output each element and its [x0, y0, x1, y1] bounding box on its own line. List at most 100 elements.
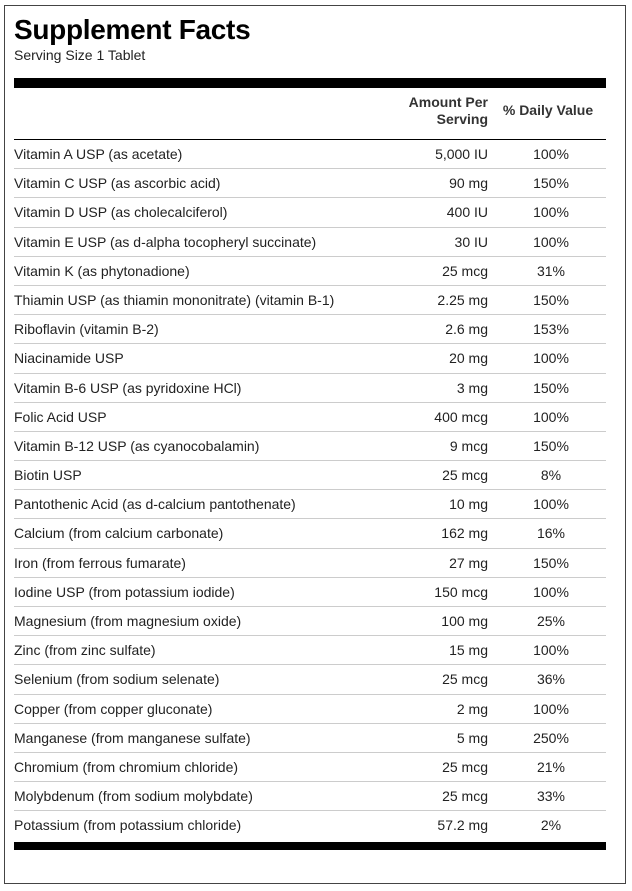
- table-row: Vitamin B-12 USP (as cyanocobalamin) 9 mc…: [14, 432, 606, 462]
- nutrient-name: Zinc (from zinc sulfate): [14, 642, 156, 659]
- table-row: Zinc (from zinc sulfate) 15 mg 100%: [14, 636, 606, 666]
- nutrient-amount: 5 mg: [456, 729, 488, 746]
- nutrient-name: Vitamin D USP (as cholecalciferol): [14, 204, 228, 221]
- nutrient-daily-value: 150%: [533, 175, 569, 192]
- nutrient-name: Vitamin C USP (as ascorbic acid): [14, 175, 221, 192]
- nutrient-daily-value: 150%: [533, 291, 569, 308]
- table-row: Biotin USP 25 mcg 8%: [14, 461, 606, 491]
- supplement-facts-panel: [4, 5, 626, 884]
- nutrient-daily-value: 2%: [540, 817, 562, 834]
- nutrient-name: Thiamin USP (as thiamin mononitrate) (vi…: [14, 291, 335, 308]
- nutrient-amount: 57.2 mg: [437, 817, 488, 834]
- nutrient-amount: 2.6 mg: [445, 321, 488, 338]
- nutrient-amount: 100 mg: [441, 613, 488, 629]
- nutrient-name: Vitamin B-6 USP (as pyridoxine HCl): [14, 379, 242, 396]
- table-row: Chromium (from chromium chloride) 25 mcg 2…: [14, 753, 606, 783]
- nutrient-daily-value: 100%: [533, 146, 569, 162]
- table-row: Vitamin E USP (as d-alpha tocopheryl suc…: [14, 228, 606, 257]
- nutrient-name: Pantothenic Acid (as d-calcium pantothen…: [14, 496, 296, 513]
- nutrient-name: Biotin USP: [14, 467, 82, 484]
- nutrient-daily-value: 100%: [533, 350, 569, 367]
- nutrient-amount: 10 mg: [449, 496, 488, 513]
- nutrient-name: Iron (from ferrous fumarate): [14, 554, 186, 571]
- nutrient-name: Potassium (from potassium chloride): [14, 817, 242, 834]
- panel-title: Supplement Facts: [14, 14, 251, 45]
- nutrient-name: Molybdenum (from sodium molybdate): [14, 788, 253, 805]
- nutrient-daily-value: 36%: [536, 671, 566, 688]
- table-row: Pantothenic Acid (as d-calcium pantothen…: [14, 490, 606, 520]
- nutrient-daily-value: 31%: [536, 262, 566, 279]
- nutrient-name: Selenium (from sodium selenate): [14, 671, 220, 688]
- bottom-divider-bar: [14, 842, 606, 850]
- nutrient-amount: 27 mg: [449, 554, 488, 571]
- nutrient-name: Vitamin E USP (as d-alpha tocopheryl suc…: [14, 233, 317, 250]
- table-row: Copper (from copper gluconate) 2 mg 100%: [14, 695, 606, 724]
- table-row: Riboflavin (vitamin B-2) 2.6 mg 153%: [14, 315, 606, 345]
- nutrient-amount: 25 mcg: [442, 262, 488, 279]
- nutrient-daily-value: 100%: [533, 408, 569, 425]
- nutrient-daily-value: 100%: [533, 233, 569, 250]
- table-row: Iodine USP (from potassium iodide) 150 mc…: [14, 578, 606, 607]
- table-row: Selenium (from sodium selenate) 25 mcg 36%: [14, 665, 606, 695]
- nutrient-daily-value: 150%: [533, 437, 569, 454]
- nutrient-name: Vitamin K (as phytonadione): [14, 262, 190, 279]
- nutrient-amount: 30 IU: [454, 233, 488, 250]
- serving-size: Serving Size 1 Tablet: [14, 47, 146, 63]
- nutrient-daily-value: 100%: [533, 700, 569, 717]
- top-divider-bar: [14, 78, 606, 88]
- nutrient-daily-value: 100%: [533, 642, 569, 659]
- table-row: Vitamin C USP (as ascorbic acid) 90 mg 150…: [14, 169, 606, 199]
- amount-per-serving-header: Amount Per Serving: [380, 94, 488, 128]
- nutrient-daily-value: 8%: [540, 467, 562, 484]
- table-row: Vitamin D USP (as cholecalciferol) 400 IU…: [14, 198, 606, 228]
- table-row: Vitamin A USP (as acetate) 5,000 IU 100%: [14, 140, 606, 170]
- nutrient-amount: 400 mcg: [434, 408, 488, 425]
- nutrient-name: Vitamin A USP (as acetate): [14, 146, 183, 162]
- table-row: Iron (from ferrous fumarate) 27 mg 150%: [14, 549, 606, 578]
- table-row: Folic Acid USP 400 mcg 100%: [14, 403, 606, 432]
- nutrient-table: Vitamin A USP (as acetate) 5,000 IU 100% Vi…: [14, 140, 606, 841]
- amount-header-line-1: Amount Per: [408, 94, 488, 110]
- nutrient-amount: 25 mcg: [442, 467, 488, 484]
- table-row: Potassium (from potassium chloride) 57.2 …: [14, 811, 606, 840]
- nutrient-daily-value: 100%: [533, 583, 569, 600]
- nutrient-amount: 15 mg: [449, 642, 488, 659]
- nutrient-amount: 9 mcg: [449, 437, 488, 454]
- nutrient-amount: 400 IU: [446, 204, 488, 221]
- nutrient-name: Magnesium (from magnesium oxide): [14, 613, 242, 629]
- table-row: Vitamin B-6 USP (as pyridoxine HCl) 3 mg 1…: [14, 374, 606, 403]
- nutrient-name: Calcium (from calcium carbonate): [14, 525, 224, 542]
- nutrient-name: Iodine USP (from potassium iodide): [14, 583, 235, 600]
- nutrient-daily-value: 21%: [536, 758, 566, 775]
- nutrient-daily-value: 150%: [533, 554, 569, 571]
- header-divider: [14, 139, 606, 140]
- nutrient-daily-value: 250%: [533, 729, 569, 746]
- table-row: Vitamin K (as phytonadione) 25 mcg 31%: [14, 257, 606, 286]
- daily-value-header: % Daily Value: [502, 102, 594, 118]
- nutrient-amount: 20 mg: [449, 350, 488, 367]
- nutrient-name: Copper (from copper gluconate): [14, 700, 213, 717]
- nutrient-daily-value: 25%: [536, 613, 566, 629]
- table-row: Magnesium (from magnesium oxide) 100 mg 25…: [14, 607, 606, 637]
- nutrient-daily-value: 100%: [533, 204, 569, 221]
- nutrient-amount: 25 mcg: [442, 671, 488, 688]
- nutrient-daily-value: 16%: [536, 525, 566, 542]
- nutrient-amount: 5,000 IU: [435, 146, 488, 162]
- table-row: Thiamin USP (as thiamin mononitrate) (vi…: [14, 286, 606, 316]
- nutrient-daily-value: 153%: [533, 321, 569, 338]
- nutrient-amount: 150 mcg: [434, 583, 488, 600]
- table-row: Manganese (from manganese sulfate) 5 mg 25…: [14, 724, 606, 753]
- nutrient-name: Folic Acid USP: [14, 408, 107, 425]
- nutrient-name: Niacinamide USP: [14, 350, 124, 367]
- nutrient-amount: 90 mg: [449, 175, 488, 192]
- nutrient-name: Vitamin B-12 USP (as cyanocobalamin): [14, 437, 260, 454]
- nutrient-name: Riboflavin (vitamin B-2): [14, 321, 159, 338]
- nutrient-name: Manganese (from manganese sulfate): [14, 729, 251, 746]
- nutrient-daily-value: 33%: [536, 788, 566, 805]
- nutrient-amount: 25 mcg: [442, 788, 488, 805]
- table-row: Calcium (from calcium carbonate) 162 mg 16…: [14, 519, 606, 549]
- amount-header-line-2: Serving: [436, 111, 488, 127]
- nutrient-daily-value: 150%: [533, 379, 569, 396]
- nutrient-amount: 2 mg: [456, 700, 488, 717]
- nutrient-name: Chromium (from chromium chloride): [14, 758, 239, 775]
